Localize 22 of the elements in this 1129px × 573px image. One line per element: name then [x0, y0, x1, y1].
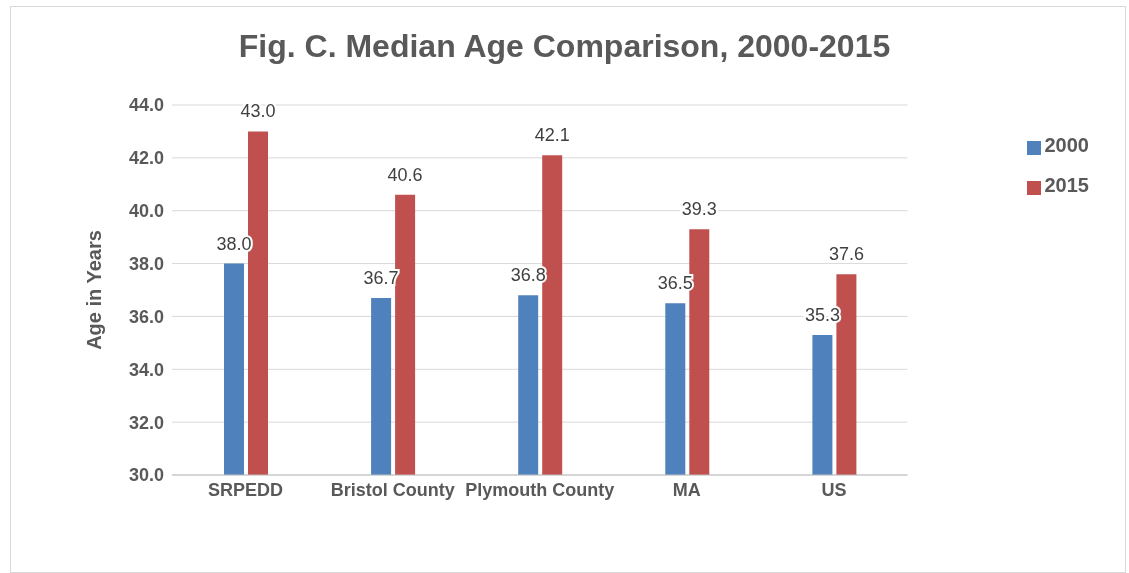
x-tick-label: US: [821, 479, 847, 500]
y-axis-title: Age in Years: [83, 230, 106, 350]
legend-label: 2015: [1044, 174, 1089, 196]
y-tick-label: 42.0: [128, 148, 164, 169]
x-tick-label: Plymouth County: [465, 479, 615, 500]
y-tick-label: 44.0: [128, 95, 164, 116]
y-tick-label: 32.0: [128, 412, 164, 433]
data-label: 39.3: [681, 199, 717, 220]
x-tick-label: SRPEDD: [208, 479, 284, 500]
data-label: 37.6: [828, 244, 864, 265]
chart-title: Fig. C. Median Age Comparison, 2000-2015: [237, 28, 892, 65]
data-label: 40.6: [387, 164, 423, 185]
x-tick-label: Bristol County: [330, 479, 455, 500]
x-tick-label: MA: [672, 479, 701, 500]
y-tick-label: 36.0: [128, 306, 164, 327]
y-tick-label: 30.0: [128, 465, 164, 486]
legend-label: 2000: [1044, 134, 1089, 156]
data-label: 43.0: [240, 101, 276, 122]
y-tick-label: 34.0: [128, 359, 164, 380]
data-label: 42.1: [534, 125, 570, 146]
y-tick-label: 40.0: [128, 201, 164, 222]
y-tick-label: 38.0: [128, 253, 164, 274]
